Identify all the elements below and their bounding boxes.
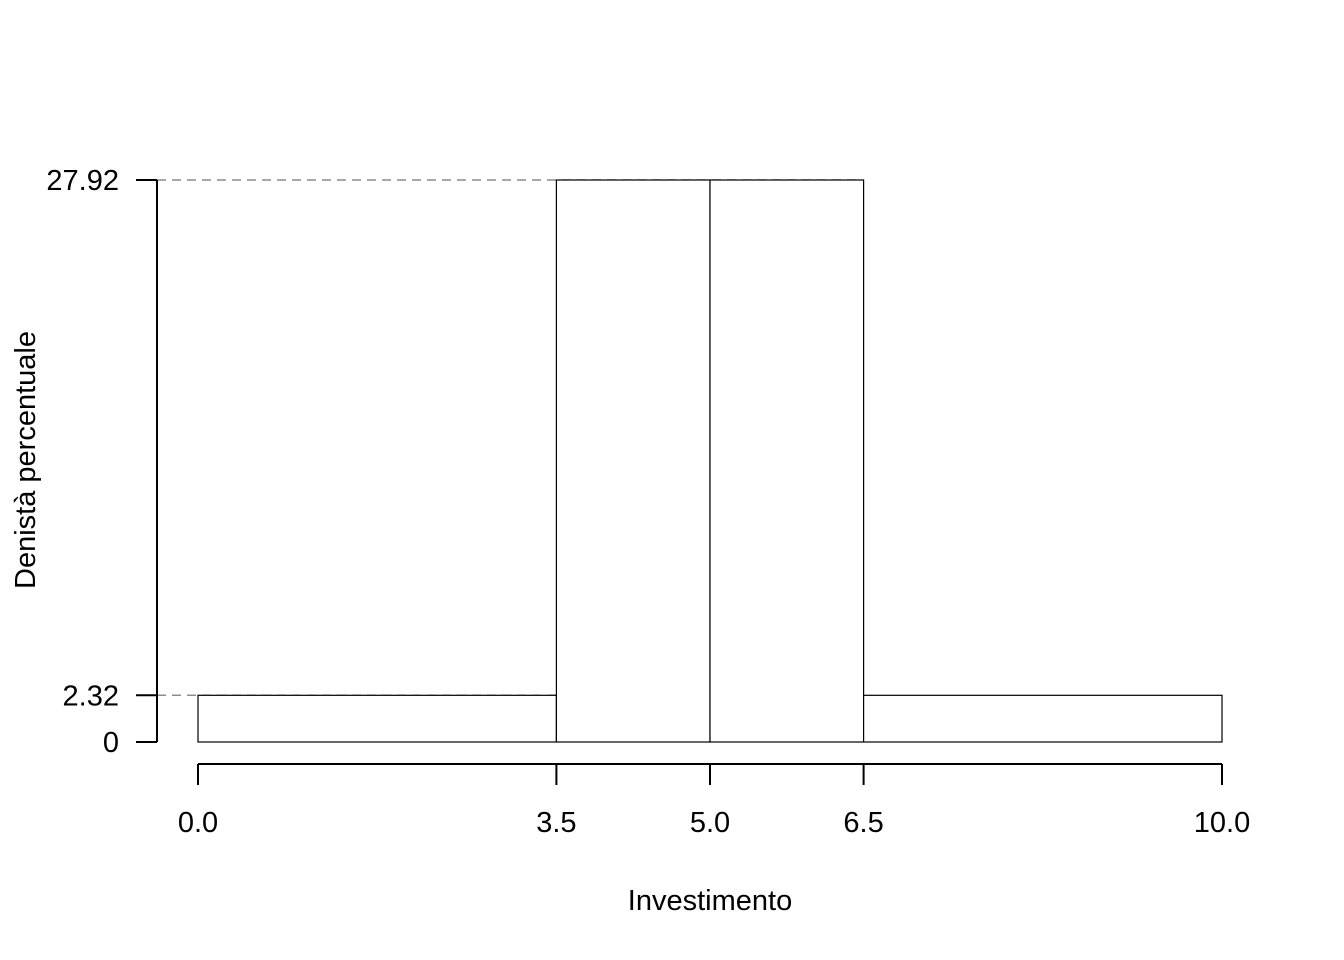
x-tick-label-4: 10.0: [1194, 807, 1250, 839]
x-tick-label-2: 5.0: [690, 807, 730, 839]
histogram-bar-1: [555, 179, 711, 743]
x-tick-label-3: 6.5: [843, 807, 883, 839]
x-axis: 0.0 3.5 5.0 6.5 10.0: [178, 763, 1250, 839]
x-tick-label-0: 0.0: [178, 807, 218, 839]
histogram-bar-0: [197, 694, 557, 743]
y-axis: 0 2.32 27.92: [46, 165, 158, 759]
y-tick-label-2: 27.92: [46, 165, 119, 197]
y-axis-title: Denistà percentuale: [10, 331, 42, 589]
x-axis-title: Investimento: [628, 885, 792, 917]
histogram-bars: [197, 179, 1223, 743]
histogram-bar-3: [862, 694, 1223, 743]
histogram-bar-2: [709, 179, 865, 743]
y-tick-label-1: 2.32: [63, 680, 119, 712]
y-tick-label-0: 0: [103, 727, 119, 759]
x-tick-label-1: 3.5: [536, 807, 576, 839]
